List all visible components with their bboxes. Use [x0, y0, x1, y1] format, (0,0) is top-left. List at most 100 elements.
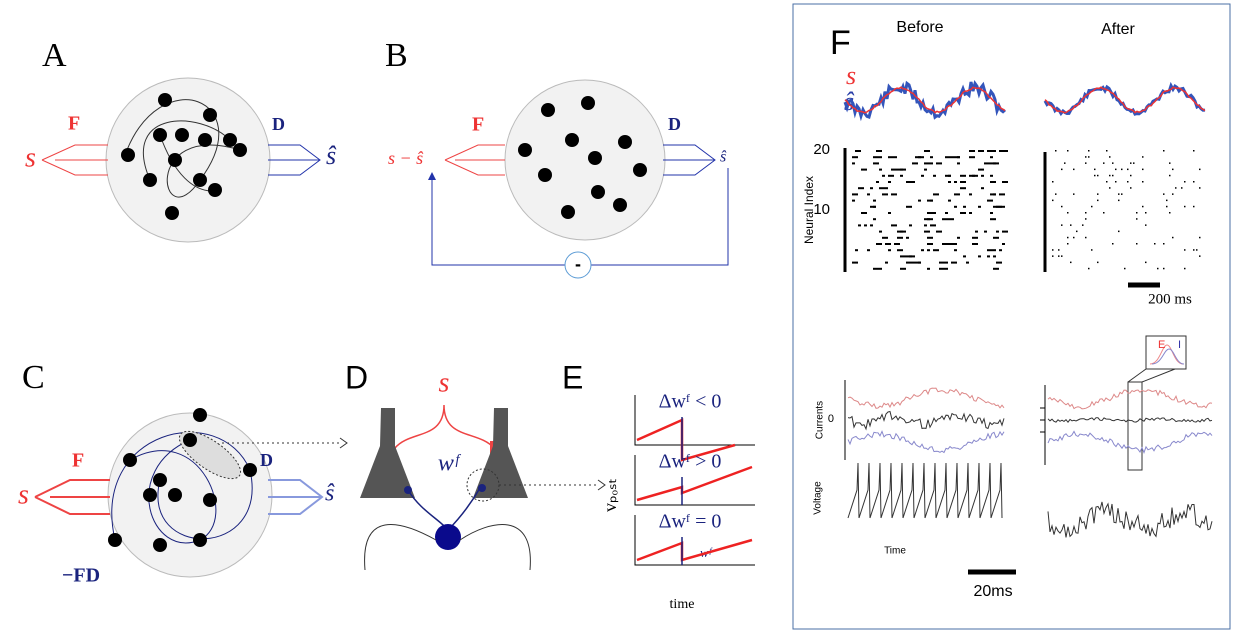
spike [1061, 255, 1063, 257]
spike [957, 156, 960, 158]
spike [867, 249, 870, 251]
input-lines [395, 405, 494, 448]
spike [1073, 169, 1075, 171]
spike [900, 175, 903, 177]
spike [1142, 156, 1144, 158]
f-label: F [68, 113, 80, 135]
neuron [581, 96, 595, 110]
neuron [518, 143, 532, 157]
figure: A F s D ŝ B - F s − ŝ D ŝ C F s D ŝ −FD … [0, 0, 1233, 632]
spike [900, 268, 906, 270]
neuron [158, 93, 172, 107]
spike [993, 255, 996, 257]
neuron [153, 473, 167, 487]
output-arrow [268, 145, 320, 175]
neuron [123, 453, 137, 467]
spike [1199, 237, 1201, 239]
spike [1130, 187, 1132, 189]
spike [1091, 249, 1093, 251]
spike [1002, 150, 1008, 152]
inset-label: E [1158, 339, 1165, 351]
spike [999, 193, 1005, 195]
spike [1082, 224, 1084, 226]
spike [1058, 249, 1060, 251]
spike [906, 237, 909, 239]
spike [975, 231, 978, 233]
output-label: ŝ [720, 149, 727, 166]
spike [1199, 187, 1201, 189]
spike [852, 162, 855, 164]
neuron [175, 128, 189, 142]
synapse-dot [404, 486, 412, 494]
arrowhead [428, 172, 436, 180]
spike [1142, 169, 1144, 171]
neuron [165, 206, 179, 220]
spike [906, 262, 909, 264]
spike [1112, 243, 1114, 245]
spike [1193, 181, 1195, 183]
spike [954, 249, 957, 251]
spike [1058, 255, 1060, 257]
spike [939, 268, 945, 270]
spike [1070, 262, 1072, 264]
spike [948, 181, 951, 183]
spike [960, 212, 963, 214]
spike [933, 175, 936, 177]
input-arrow [445, 145, 505, 175]
spike [852, 262, 858, 264]
spike [999, 206, 1005, 208]
neuron [143, 488, 157, 502]
spike [1073, 237, 1075, 239]
spike [1163, 268, 1165, 270]
spike [1094, 169, 1096, 171]
spike [1199, 169, 1201, 171]
spike [945, 262, 948, 264]
panel-label: E [562, 359, 583, 395]
spike [1118, 193, 1120, 195]
spike [852, 156, 858, 158]
spike [867, 193, 870, 195]
spike [885, 262, 888, 264]
spike [1103, 212, 1105, 214]
spike [1124, 268, 1126, 270]
case-label: Δwᶠ > 0 [659, 451, 722, 473]
neuron [633, 163, 647, 177]
neuron [193, 173, 207, 187]
spike [927, 212, 933, 214]
spike [855, 249, 858, 251]
spike [978, 206, 981, 208]
spike [879, 169, 882, 171]
zoom-box [1128, 382, 1142, 470]
spike [1157, 268, 1159, 270]
spike [1115, 181, 1117, 183]
spike [1166, 200, 1168, 202]
neuron [591, 185, 605, 199]
spike [1109, 187, 1111, 189]
input-arrow [42, 145, 108, 175]
spike [993, 249, 996, 251]
spike [855, 150, 861, 152]
neuron [208, 183, 222, 197]
spike [1175, 187, 1177, 189]
spike [879, 231, 882, 233]
neuron [233, 143, 247, 157]
spike [888, 249, 891, 251]
spike [1136, 218, 1138, 220]
neuron [153, 538, 167, 552]
spike [1002, 231, 1008, 233]
spike [936, 162, 942, 164]
spike [873, 206, 876, 208]
spike [1145, 224, 1147, 226]
spike [927, 243, 933, 245]
spike [999, 150, 1002, 152]
spike [1103, 162, 1105, 164]
spike [996, 262, 1002, 264]
spike [981, 175, 984, 177]
spike [1055, 150, 1057, 152]
spike [1052, 249, 1054, 251]
spike [891, 224, 894, 226]
neuron [183, 433, 197, 447]
spike [972, 243, 978, 245]
spike [990, 150, 996, 152]
spike [969, 150, 975, 152]
